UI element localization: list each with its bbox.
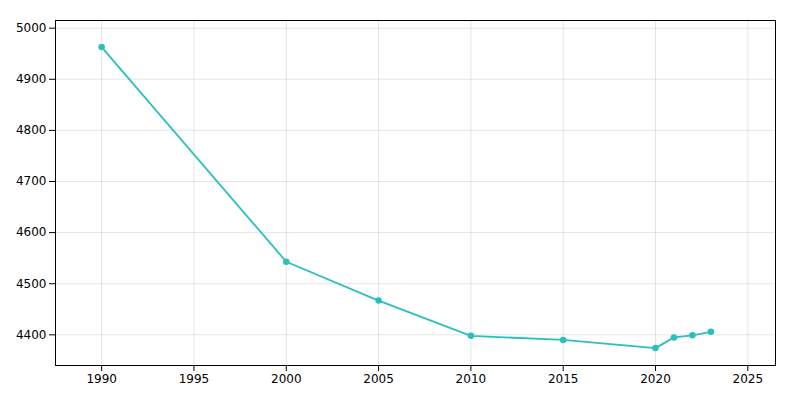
svg-text:4500: 4500 <box>16 277 47 291</box>
svg-text:4900: 4900 <box>16 72 47 86</box>
svg-text:4700: 4700 <box>16 174 47 188</box>
svg-text:4400: 4400 <box>16 328 47 342</box>
svg-text:4600: 4600 <box>16 225 47 239</box>
svg-text:4800: 4800 <box>16 123 47 137</box>
svg-text:1990: 1990 <box>86 372 117 386</box>
svg-text:2005: 2005 <box>363 372 394 386</box>
svg-text:2025: 2025 <box>733 372 764 386</box>
svg-text:2015: 2015 <box>548 372 579 386</box>
svg-text:5000: 5000 <box>16 21 47 35</box>
svg-text:2000: 2000 <box>271 372 302 386</box>
svg-text:2020: 2020 <box>640 372 671 386</box>
svg-text:2010: 2010 <box>456 372 487 386</box>
svg-text:1995: 1995 <box>179 372 210 386</box>
